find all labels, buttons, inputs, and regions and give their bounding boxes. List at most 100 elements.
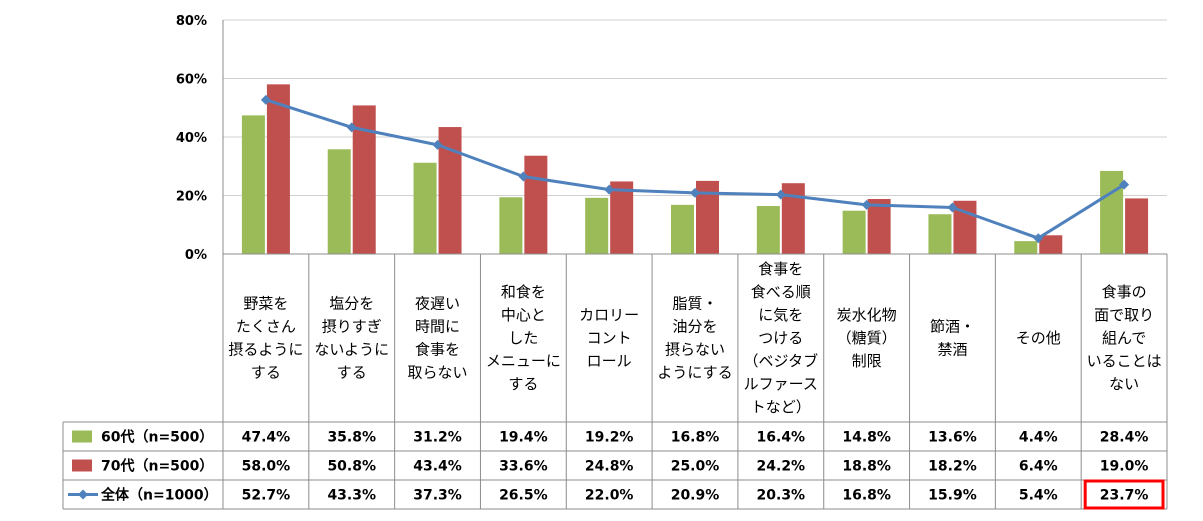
- data-value: 18.8%: [842, 459, 891, 475]
- bar-sixties: [928, 214, 952, 254]
- data-value: 23.7%: [1100, 488, 1149, 504]
- data-value: 47.4%: [242, 430, 291, 446]
- bar-seventies: [266, 84, 290, 254]
- data-value: 43.4%: [413, 459, 462, 475]
- category-label-line: ロール: [587, 352, 632, 370]
- bar-sixties: [1100, 170, 1124, 254]
- bar-seventies: [781, 183, 805, 254]
- category-label-line: に気を: [758, 306, 803, 324]
- category-label-line: 野菜を: [243, 295, 288, 313]
- category-label-line: コント: [587, 329, 632, 347]
- data-value: 37.3%: [413, 488, 462, 504]
- category-label-line: いることは: [1087, 352, 1162, 370]
- bar-seventies: [867, 199, 891, 254]
- line-total: [265, 98, 1125, 240]
- data-value: 16.8%: [842, 488, 891, 504]
- data-value: 20.3%: [757, 488, 806, 504]
- y-tick-label: 80%: [176, 14, 207, 29]
- legend-label: 70代（n=500）: [101, 458, 213, 475]
- bar-sixties: [842, 210, 866, 254]
- legend-key-sixties: [72, 430, 92, 443]
- bar-sixties: [585, 197, 609, 254]
- category-label: 塩分を摂りすぎないようにする: [314, 295, 389, 382]
- category-label: 野菜をたくさん摂るようにする: [228, 295, 303, 382]
- y-tick-label: 20%: [176, 190, 207, 205]
- data-value: 18.2%: [928, 459, 977, 475]
- bar-sixties: [756, 206, 780, 254]
- bar-sixties: [499, 197, 523, 254]
- category-label-line: ルファース: [744, 375, 818, 393]
- data-value: 22.0%: [585, 488, 634, 504]
- data-value: 19.4%: [499, 430, 548, 446]
- category-label: 脂質・油分を摂らないようにする: [657, 295, 732, 382]
- data-value: 28.4%: [1100, 430, 1149, 446]
- category-label: 和食を中心としたメニューにする: [486, 283, 561, 393]
- category-label-line: （ベジタブ: [743, 352, 818, 370]
- category-label-line: 禁酒: [937, 341, 967, 359]
- category-label-line: 食べる順: [751, 283, 811, 301]
- category-label-line: 制限: [852, 352, 882, 370]
- category-label: カロリーコントロール: [579, 306, 639, 370]
- category-label-line: その他: [1016, 329, 1061, 347]
- category-label-line: 夜遅い: [415, 295, 460, 313]
- data-value: 14.8%: [842, 430, 891, 446]
- category-label-line: する: [251, 364, 281, 382]
- legend-label: 全体（n=1000）: [100, 487, 218, 504]
- data-value: 58.0%: [242, 459, 291, 475]
- data-value: 16.4%: [757, 430, 806, 446]
- category-label: 夜遅い時間に食事を取らない: [408, 295, 468, 382]
- highlight-box: [1083, 479, 1165, 510]
- data-value: 35.8%: [327, 430, 376, 446]
- point-total: [346, 122, 357, 133]
- category-label: その他: [1016, 329, 1061, 347]
- category-label-line: 面で取り: [1094, 306, 1154, 324]
- point-total: [861, 199, 872, 210]
- bar-sixties: [1014, 241, 1038, 254]
- category-label-line: する: [508, 375, 538, 393]
- bar-seventies: [352, 105, 376, 254]
- category-label-line: 塩分を: [329, 295, 374, 313]
- bar-sixties: [327, 149, 351, 254]
- category-label-line: 油分を: [672, 318, 717, 336]
- category-label-line: した: [508, 329, 538, 347]
- bar-seventies: [696, 180, 719, 254]
- data-value: 4.4%: [1019, 430, 1058, 446]
- data-value: 6.4%: [1019, 459, 1058, 475]
- category-label-line: ないように: [314, 341, 389, 359]
- data-value: 26.5%: [499, 488, 548, 504]
- data-value: 20.9%: [671, 488, 720, 504]
- category-label-line: つける: [758, 329, 803, 347]
- bar-sixties: [671, 204, 694, 254]
- bar-sixties: [241, 115, 265, 254]
- category-label-line: 摂りすぎ: [322, 318, 382, 336]
- category-label-line: 中心と: [501, 306, 546, 324]
- data-value: 24.8%: [585, 459, 634, 475]
- category-label-line: 時間に: [415, 318, 460, 336]
- data-value: 25.0%: [671, 459, 720, 475]
- bar-seventies: [524, 155, 548, 254]
- point-total: [775, 189, 786, 200]
- point-total: [1033, 233, 1044, 244]
- category-label: 節酒・禁酒: [930, 318, 975, 359]
- category-label-line: 和食を: [501, 283, 546, 301]
- bar-sixties: [413, 162, 437, 254]
- category-label-line: 取らない: [408, 364, 468, 382]
- point-total: [260, 94, 271, 105]
- category-label-line: 組んで: [1102, 329, 1146, 347]
- category-label: 食事を食べる順に気をつける （ベジタブルファーストなど）: [743, 260, 818, 416]
- data-value: 50.8%: [327, 459, 376, 475]
- data-value: 33.6%: [499, 459, 548, 475]
- category-label-line: たくさん: [236, 318, 296, 336]
- category-label-line: トなど）: [751, 398, 811, 416]
- data-value: 15.9%: [928, 488, 977, 504]
- point-total: [1119, 179, 1130, 190]
- category-label-line: （糖質）: [837, 329, 897, 347]
- point-total: [432, 139, 443, 150]
- data-value: 43.3%: [327, 488, 376, 504]
- category-label-line: ない: [1109, 375, 1139, 393]
- y-tick-label: 40%: [176, 131, 207, 146]
- category-label-line: 食事を: [758, 260, 803, 278]
- category-label-line: 脂質・: [672, 295, 717, 313]
- data-value: 31.2%: [413, 430, 462, 446]
